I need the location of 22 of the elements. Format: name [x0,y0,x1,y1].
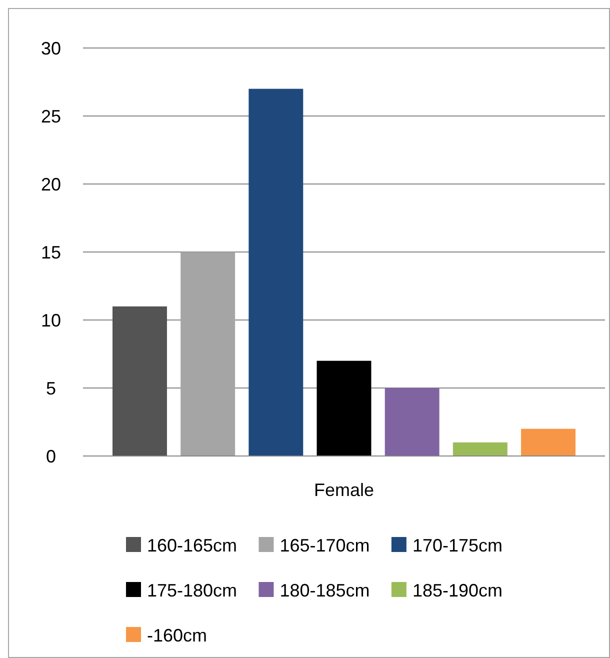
legend-label: 165-170cm [280,535,370,556]
bar [180,252,236,456]
bar [521,428,576,456]
bar [452,442,508,456]
bar [384,388,440,456]
legend-label: 185-190cm [412,580,503,600]
y-tick-label: 25 [40,106,62,126]
y-tick-label: 20 [40,174,62,194]
bar [316,360,372,456]
bar [112,306,167,456]
legend-label: -160cm [147,625,208,646]
bar [248,88,304,456]
legend-label: 180-185cm [280,580,370,600]
y-tick-label: 0 [46,446,56,466]
y-tick-label: 15 [40,242,62,262]
y-tick-label: 30 [40,38,62,58]
y-tick-label: 10 [40,310,62,330]
x-tick-label: Female [314,480,374,500]
y-tick-label: 5 [46,378,56,398]
legend-label: 170-175cm [412,535,503,556]
legend-label: 160-165cm [147,535,238,556]
legend-label: 175-180cm [147,580,238,600]
